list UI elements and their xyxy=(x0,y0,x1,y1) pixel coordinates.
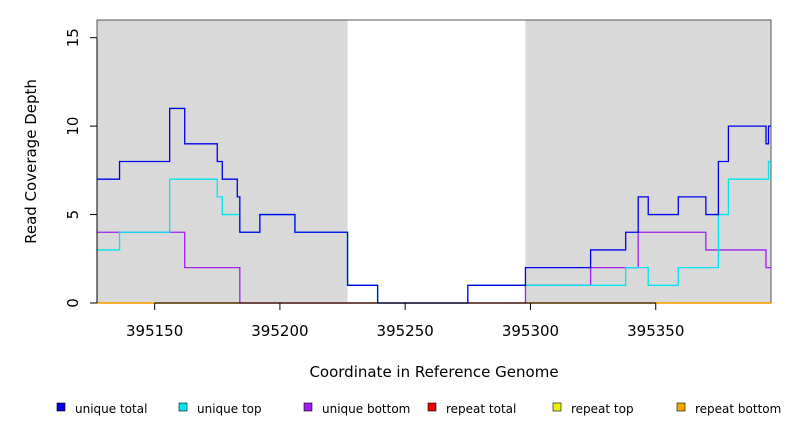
series-line-unique-bottom xyxy=(97,231,771,304)
x-tick-label: 395250 xyxy=(377,322,434,340)
x-tick-label: 395350 xyxy=(627,322,684,340)
x-tick-label: 395300 xyxy=(502,322,559,340)
x-tick-label: 395200 xyxy=(251,322,308,340)
legend-swatch-repeat-bottom xyxy=(676,402,686,412)
legend-swatch-repeat-top xyxy=(552,402,562,412)
legend-swatch-unique-top xyxy=(178,402,188,412)
legend-swatch-unique-bottom xyxy=(303,402,313,412)
legend-label-repeat-bottom: repeat bottom xyxy=(695,402,781,416)
legend-label-repeat-total: repeat total xyxy=(446,402,516,416)
shaded-region-2 xyxy=(525,20,771,303)
y-tick-label: 0 xyxy=(64,298,82,308)
y-axis-label: Read Coverage Depth xyxy=(22,79,40,244)
y-tick-label: 5 xyxy=(64,210,82,220)
y-tick-label: 10 xyxy=(64,117,82,136)
shaded-regions xyxy=(97,20,771,303)
legend-swatch-unique-total xyxy=(56,402,66,412)
x-axis-label: Coordinate in Reference Genome xyxy=(309,363,558,381)
legend-label-unique-total: unique total xyxy=(75,402,147,416)
legend-swatch-repeat-total xyxy=(427,402,437,412)
y-tick-label: 15 xyxy=(64,28,82,47)
x-axis: 395150 395200 395250 395300 395350 xyxy=(126,302,684,340)
legend: unique total unique top unique bottom repea… xyxy=(56,402,781,416)
legend-label-unique-bottom: unique bottom xyxy=(322,402,410,416)
x-tick-label: 395150 xyxy=(126,322,183,340)
legend-label-unique-top: unique top xyxy=(197,402,262,416)
series-line-unique-total xyxy=(97,107,771,304)
y-axis: 0 5 10 15 xyxy=(64,28,98,308)
legend-label-repeat-top: repeat top xyxy=(571,402,634,416)
